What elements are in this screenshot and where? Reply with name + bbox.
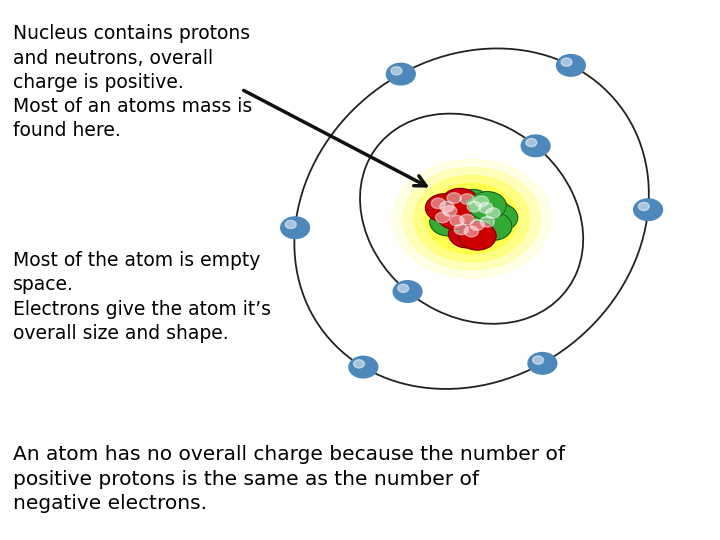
Circle shape	[526, 139, 537, 147]
Circle shape	[440, 201, 454, 212]
Circle shape	[473, 198, 510, 226]
Circle shape	[521, 135, 550, 157]
Circle shape	[460, 214, 474, 225]
Circle shape	[426, 194, 463, 222]
Circle shape	[436, 192, 508, 246]
Circle shape	[639, 202, 649, 211]
Circle shape	[434, 197, 472, 225]
Circle shape	[285, 220, 296, 228]
Circle shape	[449, 220, 486, 248]
Circle shape	[436, 212, 450, 223]
Circle shape	[425, 184, 518, 254]
Circle shape	[462, 197, 499, 225]
Circle shape	[474, 196, 489, 207]
Circle shape	[392, 159, 551, 278]
Circle shape	[437, 201, 474, 229]
Circle shape	[464, 215, 502, 244]
Circle shape	[474, 212, 512, 240]
Circle shape	[393, 281, 422, 302]
Circle shape	[459, 222, 496, 250]
Text: Nucleus contains protons
and neutrons, overall
charge is positive.
Most of an at: Nucleus contains protons and neutrons, o…	[13, 24, 252, 140]
Circle shape	[480, 217, 495, 227]
Circle shape	[561, 58, 572, 66]
Circle shape	[444, 211, 482, 239]
Circle shape	[557, 55, 585, 76]
Circle shape	[443, 206, 457, 217]
Circle shape	[480, 204, 518, 232]
Circle shape	[470, 220, 485, 231]
Circle shape	[464, 226, 479, 237]
Circle shape	[444, 198, 499, 239]
Circle shape	[486, 208, 500, 219]
Circle shape	[397, 284, 409, 292]
Circle shape	[431, 198, 446, 209]
Circle shape	[467, 201, 482, 212]
Circle shape	[528, 353, 557, 374]
Circle shape	[281, 217, 310, 239]
Circle shape	[414, 176, 529, 262]
Circle shape	[454, 210, 492, 238]
Circle shape	[454, 190, 492, 218]
Circle shape	[533, 356, 544, 364]
Text: An atom has no overall charge because the number of
positive protons is the same: An atom has no overall charge because th…	[13, 446, 565, 513]
Circle shape	[441, 188, 479, 217]
Circle shape	[403, 167, 540, 270]
Circle shape	[387, 63, 415, 85]
Text: Most of the atom is empty
space.
Electrons give the atom it’s
overall size and s: Most of the atom is empty space. Electro…	[13, 251, 271, 343]
Circle shape	[469, 192, 506, 220]
Circle shape	[447, 193, 462, 204]
Circle shape	[391, 67, 402, 75]
Circle shape	[460, 194, 474, 205]
Circle shape	[634, 199, 662, 220]
Circle shape	[454, 224, 469, 235]
Circle shape	[349, 356, 378, 378]
Circle shape	[450, 215, 464, 226]
Circle shape	[430, 208, 467, 236]
Circle shape	[479, 202, 493, 213]
Circle shape	[354, 360, 364, 368]
